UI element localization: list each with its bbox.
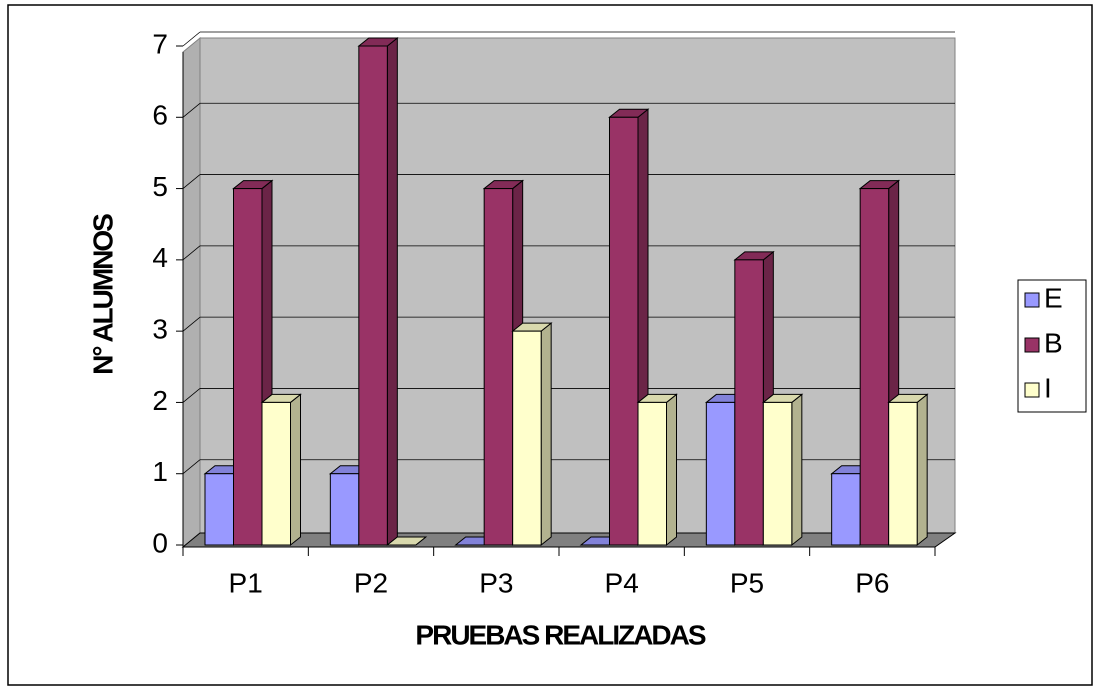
y-tick-label: 5 [152, 171, 168, 202]
y-tick-label: 2 [152, 385, 168, 416]
grid-line [182, 245, 201, 261]
bar [705, 401, 736, 546]
y-tick-label: 0 [152, 527, 168, 558]
y-tick-label: 3 [152, 314, 168, 345]
bar [831, 473, 861, 546]
grid-line [182, 459, 201, 475]
grid-line [182, 102, 201, 118]
bar [483, 188, 514, 546]
bar [888, 401, 918, 546]
bar [233, 188, 263, 546]
y-axis-title: N° ALUMNOS [87, 214, 118, 375]
side-wall [182, 36, 201, 549]
x-tick-label: P2 [354, 567, 388, 598]
bar [637, 401, 667, 546]
bar-side [791, 393, 803, 547]
x-tick-label: P1 [229, 567, 263, 598]
bar-top [385, 536, 428, 546]
bar [329, 473, 360, 546]
grid-line [182, 316, 201, 332]
x-tick-label: P5 [730, 567, 764, 598]
y-tick-label: 4 [152, 242, 168, 273]
bar [859, 188, 890, 546]
bar-side [540, 322, 552, 547]
x-tick-label: P6 [855, 567, 889, 598]
y-tick-label: 1 [152, 456, 168, 487]
bar [734, 259, 764, 546]
x-axis-title: PRUEBAS REALIZADAS [415, 619, 705, 650]
grid-line [182, 31, 201, 47]
grid-line [182, 174, 201, 189]
bar [512, 330, 542, 546]
bar [762, 401, 793, 546]
grid-line [182, 388, 201, 403]
bar-side [290, 393, 301, 547]
bar [261, 401, 291, 546]
legend-label: I [1044, 372, 1052, 403]
bar [609, 116, 639, 546]
back-wall [199, 37, 956, 534]
bar-side [666, 393, 677, 547]
legend-label: B [1044, 327, 1063, 358]
y-tick-label: 6 [152, 100, 168, 131]
bar [358, 45, 388, 546]
legend-swatch [1024, 382, 1040, 398]
bar-side [386, 36, 398, 547]
x-tick-label: P3 [479, 567, 513, 598]
bar [204, 473, 234, 546]
legend-swatch [1024, 292, 1040, 308]
legend-label: E [1044, 282, 1063, 313]
y-tick-label: 7 [152, 28, 168, 59]
legend-swatch [1024, 337, 1040, 353]
x-tick-label: P4 [605, 567, 639, 598]
bar-side [916, 393, 928, 547]
